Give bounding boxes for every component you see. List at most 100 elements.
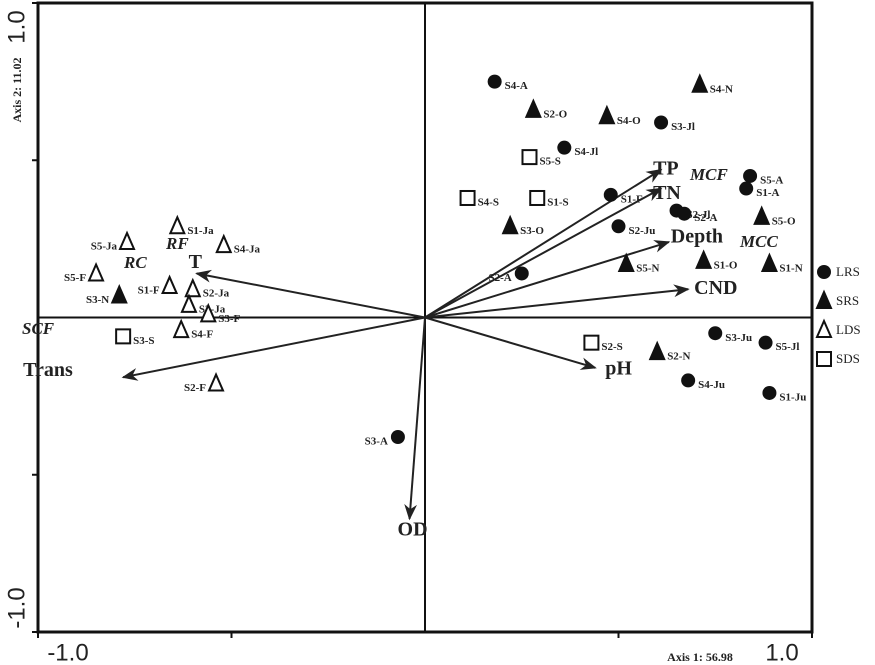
- data-point: [184, 277, 202, 298]
- annotation: MCF: [689, 165, 728, 184]
- data-point: [583, 334, 600, 351]
- point-label: S1-O: [714, 259, 738, 271]
- point-label: S3-A: [365, 436, 388, 448]
- point-label: S3-S: [133, 335, 154, 347]
- annotation: SCF: [22, 319, 55, 338]
- point-label: S5-F: [64, 272, 86, 284]
- point-label: S5-S: [539, 156, 560, 168]
- data-point: [557, 140, 572, 155]
- data-point: [110, 283, 128, 304]
- vector-label: Depth: [671, 226, 723, 248]
- data-point: [459, 189, 476, 206]
- x-axis-label: Axis 1: 56.98: [667, 650, 733, 664]
- annotation: RC: [123, 253, 147, 272]
- data-point: [739, 181, 754, 196]
- point-label: S2-N: [667, 351, 690, 363]
- data-point: [691, 73, 709, 93]
- point-label: S3-Jl: [671, 121, 695, 133]
- point-label: S2-A: [694, 212, 717, 224]
- point-label: S2-Ju: [629, 225, 656, 237]
- point-label: S3-O: [520, 225, 544, 237]
- vector-arrow: [121, 316, 426, 381]
- data-point: [199, 302, 217, 323]
- y-tick-label: 1.0: [3, 10, 30, 43]
- vector-label: T: [189, 251, 203, 273]
- point-label: S2-O: [543, 108, 567, 120]
- legend-marker: [815, 318, 833, 338]
- vector-label: TN: [653, 182, 681, 204]
- data-point: [598, 104, 616, 125]
- point-label: S1-F: [138, 285, 160, 297]
- point-label: S4-S: [478, 197, 499, 209]
- point-label: S1-S: [547, 197, 568, 209]
- data-point: [115, 328, 132, 345]
- data-point: [390, 430, 405, 445]
- data-point: [521, 149, 538, 166]
- point-label: S4-Jl: [574, 146, 598, 158]
- data-point: [529, 189, 546, 206]
- data-point: [677, 206, 692, 221]
- point-label: S1-N: [779, 263, 802, 275]
- legend-label: SDS: [836, 351, 860, 366]
- point-label: S4-O: [617, 115, 641, 127]
- data-point: [524, 98, 542, 118]
- y-axis-label: Axis 2: 11.02: [10, 57, 24, 122]
- point-label: S2-F: [184, 382, 206, 394]
- data-point: [172, 318, 190, 339]
- legend-marker: [816, 351, 832, 367]
- data-point: [207, 372, 225, 392]
- vector-arrow: [424, 168, 663, 319]
- point-label: S3-N: [86, 294, 109, 306]
- vector-arrow: [424, 240, 671, 319]
- vector-arrow: [404, 317, 426, 521]
- data-point: [695, 249, 713, 269]
- vector-label: OD: [398, 518, 428, 540]
- point-label: S4-A: [505, 80, 528, 92]
- legend-label: SRS: [836, 293, 859, 308]
- point-label: S4-Ja: [234, 244, 261, 256]
- point-label: S5-O: [772, 215, 796, 227]
- annotation: RF: [165, 234, 189, 253]
- vector-label: Trans: [23, 359, 73, 381]
- point-label: S5-A: [760, 175, 783, 187]
- data-point: [617, 252, 635, 273]
- data-point: [762, 385, 777, 400]
- vector-label: TP: [653, 157, 679, 179]
- legend-label: LRS: [836, 264, 860, 279]
- point-label: S2-A: [489, 272, 512, 284]
- data-point: [514, 266, 529, 281]
- point-label: S4-Ju: [698, 379, 725, 391]
- point-label: S3-F: [218, 313, 240, 325]
- data-point: [161, 274, 179, 295]
- data-point: [743, 168, 758, 183]
- point-label: S4-F: [191, 329, 213, 341]
- data-point: [603, 187, 618, 202]
- data-point: [753, 205, 771, 225]
- point-label: S1-A: [756, 187, 779, 199]
- data-point: [501, 214, 519, 235]
- point-label: S2-Ja: [203, 288, 230, 300]
- point-label: S4-N: [710, 83, 733, 95]
- point-label: S5-Ja: [91, 241, 118, 253]
- point-label: S1-Ja: [187, 225, 214, 237]
- data-point: [487, 74, 502, 89]
- point-label: S1-Ju: [779, 392, 806, 404]
- vector-arrow: [424, 284, 690, 319]
- data-point: [168, 214, 186, 235]
- vector-arrow: [424, 316, 597, 370]
- data-point: [758, 335, 773, 350]
- legend-marker: [815, 289, 833, 309]
- data-point: [681, 373, 696, 388]
- point-label: S5-Jl: [776, 341, 800, 353]
- data-point: [215, 233, 233, 254]
- point-label: S2-S: [601, 341, 622, 353]
- data-point: [648, 340, 666, 361]
- point-label: S5-N: [636, 263, 659, 275]
- vector-arrow: [424, 187, 663, 319]
- data-point: [708, 326, 723, 341]
- x-tick-label: 1.0: [765, 639, 798, 665]
- vector-label: CND: [694, 277, 737, 299]
- data-point: [118, 230, 136, 251]
- point-label: S2-Jl: [687, 209, 711, 221]
